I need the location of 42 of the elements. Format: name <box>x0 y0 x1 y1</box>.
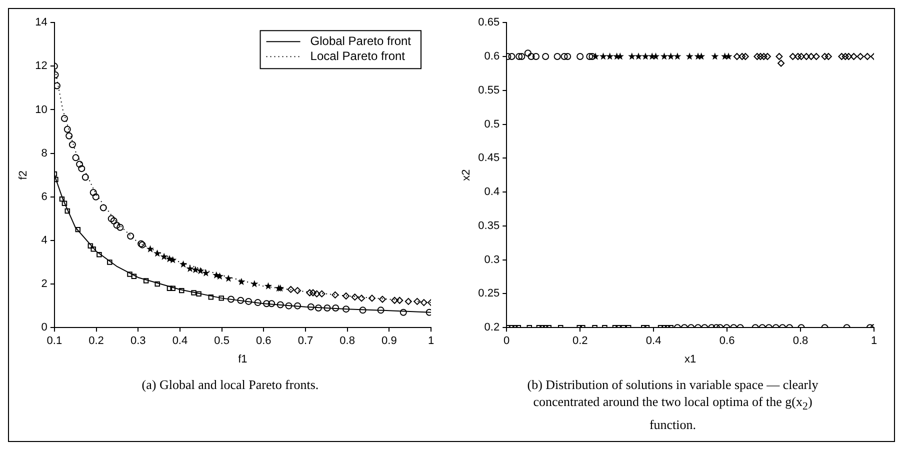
x-tick-label: 0.4 <box>172 335 188 348</box>
x-tick-label: 0.3 <box>130 335 146 348</box>
y-tick-label: 0.2 <box>484 322 500 334</box>
x-axis-title: x1 <box>684 353 696 366</box>
y-tick-label: 0.45 <box>478 152 500 164</box>
y-tick-label: 10 <box>35 104 48 116</box>
y-tick-label: 0.35 <box>478 220 500 232</box>
y-tick-label: 4 <box>42 234 48 246</box>
x-tick-label: 0.5 <box>214 335 230 348</box>
legend-label: Global Pareto front <box>310 34 412 48</box>
x-tick-label: 0 <box>503 335 510 348</box>
x-tick-label: 0.6 <box>256 335 272 348</box>
x-tick-label: 1 <box>870 335 877 348</box>
x-tick-label: 0.9 <box>382 335 398 348</box>
x-tick-label: 0.8 <box>340 335 356 348</box>
legend-label: Local Pareto front <box>310 48 406 63</box>
y-tick-label: 0.6 <box>484 50 500 63</box>
y-tick-label: 0 <box>42 322 48 334</box>
x-tick-label: 0.1 <box>47 335 62 348</box>
x-tick-label: 0.2 <box>88 335 104 348</box>
text: (b) Distribution of solutions in variable space — clearly concentrated around the two local optima of the g(x$_{2}$) function. <box>527 377 818 432</box>
y-tick-label: 0.55 <box>478 84 500 96</box>
x-tick-label: 1 <box>428 335 434 348</box>
y-tick-label: 8 <box>42 147 48 160</box>
y-tick-label: 0.65 <box>478 16 500 29</box>
x-tick-label: 0.7 <box>298 335 314 348</box>
y-tick-label: 2 <box>42 278 48 290</box>
y-tick-label: 12 <box>35 60 48 72</box>
y-tick-label: 6 <box>42 190 48 203</box>
y-tick-label: 14 <box>35 16 48 29</box>
y-tick-label: 0.25 <box>478 288 500 300</box>
x-tick-label: 0.6 <box>719 335 734 348</box>
y-axis-title: f2 <box>18 170 30 180</box>
x-tick-label: 0.2 <box>572 335 588 348</box>
x-tick-label: 0.8 <box>792 335 808 348</box>
y-axis-title: x2 <box>460 169 472 181</box>
y-tick-label: 0.4 <box>484 186 500 198</box>
x-tick-label: 0.4 <box>646 335 661 348</box>
x-axis-title: f1 <box>238 353 248 366</box>
y-tick-label: 0.3 <box>484 254 500 266</box>
text: (a) Global and local Pareto fronts. <box>140 376 320 393</box>
y-tick-label: 0.5 <box>484 118 500 130</box>
